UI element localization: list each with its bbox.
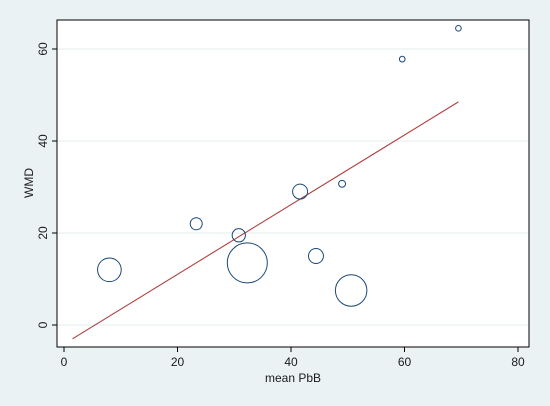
- data-points: [97, 24, 462, 307]
- data-point: [307, 248, 324, 264]
- x-tick-label-40: 40: [284, 355, 298, 369]
- y-axis-title: WMD: [22, 168, 36, 198]
- gridlines: [58, 48, 528, 326]
- data-point: [334, 274, 368, 307]
- x-axis-title: mean PbB: [265, 371, 321, 385]
- y-tick-label-40: 40: [36, 134, 50, 148]
- x-tick-label-60: 60: [398, 355, 412, 369]
- fit-line-group: [72, 101, 459, 340]
- x-tick-label-80: 80: [511, 355, 525, 369]
- data-point: [398, 55, 406, 63]
- y-tick-label-20: 20: [36, 226, 50, 240]
- plot-area: [56, 19, 530, 348]
- data-point: [231, 228, 246, 243]
- y-tick-label-0: 0: [36, 321, 50, 328]
- data-point: [189, 217, 203, 231]
- x-axis-ticks: 0 20 40 60 80: [61, 347, 525, 369]
- y-axis-ticks: 0 20 40 60: [36, 42, 57, 328]
- x-tick-label-0: 0: [61, 355, 68, 369]
- fit-line: [72, 101, 459, 340]
- data-point: [292, 183, 309, 200]
- data-point: [455, 24, 462, 32]
- y-tick-label-60: 60: [36, 42, 50, 56]
- data-point: [226, 242, 268, 284]
- data-point: [338, 179, 347, 188]
- x-tick-label-20: 20: [171, 355, 185, 369]
- data-point: [97, 257, 122, 283]
